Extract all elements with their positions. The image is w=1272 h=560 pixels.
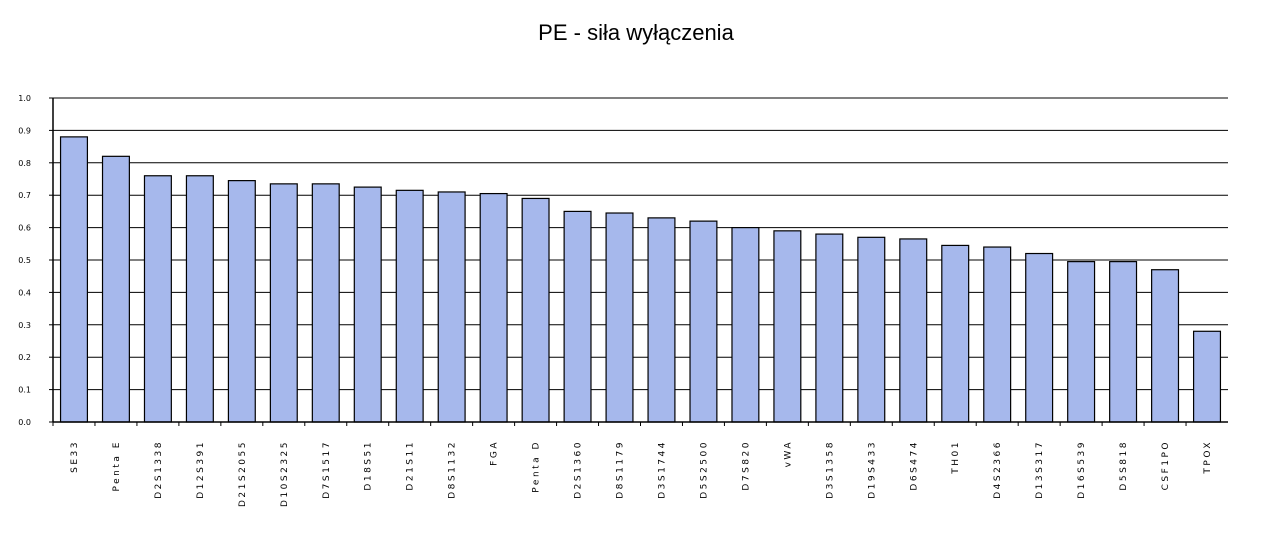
x-category-label: Penta E: [112, 440, 122, 491]
bar: [59, 136, 89, 423]
x-category-label: D8S1132: [448, 440, 458, 499]
bar: [479, 192, 508, 423]
x-category-label: D16S539: [1077, 440, 1087, 499]
y-tick-label: 0.8: [18, 159, 31, 168]
bar: [605, 212, 634, 423]
bar: [311, 183, 340, 423]
bar: [395, 189, 424, 423]
bar: [647, 217, 676, 423]
y-tick-label: 0.3: [18, 321, 31, 330]
y-tick-label: 1.0: [18, 94, 31, 103]
x-category-label: D18S51: [364, 440, 374, 491]
x-category-label: D10S2325: [280, 440, 290, 507]
bars: [59, 136, 1222, 423]
bar: [899, 238, 928, 423]
y-tick-label: 0.6: [18, 224, 31, 233]
x-category-label: D2S1360: [574, 440, 584, 499]
y-tick-label: 0.1: [18, 386, 31, 395]
bar: [353, 186, 382, 423]
x-category-label: D7S820: [741, 440, 751, 491]
axes: [49, 97, 1228, 426]
y-tick-label: 0.9: [18, 126, 31, 135]
y-tick-labels: 0.0 0.1 0.2 0.3 0.4 0.5 0.6 0.7 0.8 0.9 1.0: [18, 94, 31, 427]
y-tick-label: 0.7: [18, 191, 31, 200]
bar: [563, 210, 592, 423]
x-category-label: FGA: [490, 440, 500, 466]
x-category-label: D4S2366: [993, 440, 1003, 499]
x-category-label: CSF1PO: [1161, 440, 1171, 490]
bar: [1192, 330, 1222, 423]
bar: [773, 230, 802, 423]
y-tick-label: 0.4: [18, 288, 31, 297]
x-category-label: D8S1179: [616, 440, 626, 499]
bar: [1151, 269, 1180, 423]
bar: [269, 183, 298, 423]
x-category-label: D21S11: [406, 440, 416, 491]
y-tick-label: 0.5: [18, 256, 31, 265]
bar: [1067, 261, 1096, 423]
y-tick-label: 0.2: [18, 353, 31, 362]
bar: [227, 180, 256, 423]
bar: [521, 197, 550, 423]
x-category-label: D5S818: [1119, 440, 1129, 491]
x-category-labels: SE33 Penta E D2S1338 D12S391 D21S2055 D10S232…: [70, 440, 1213, 507]
x-category-label: D7S1517: [322, 440, 332, 499]
x-category-label: D3S1744: [657, 440, 667, 499]
x-category-label: D6S474: [909, 440, 919, 491]
x-category-label: TH01: [951, 440, 961, 475]
x-category-label: TPOX: [1203, 440, 1213, 475]
chart-title: PE - siła wyłączenia: [538, 20, 734, 45]
bar: [437, 191, 466, 423]
x-category-label: D3S1358: [825, 440, 835, 499]
x-category-label: D2S1338: [154, 440, 164, 499]
bar: [983, 246, 1012, 423]
bar: [941, 244, 970, 423]
x-category-label: D13S317: [1035, 440, 1045, 499]
bar: [731, 227, 760, 423]
bar: [857, 236, 886, 423]
bar: [1109, 261, 1138, 423]
x-category-label: D12S391: [196, 440, 206, 499]
x-category-label: D19S433: [867, 440, 877, 499]
bar: [689, 220, 718, 423]
bar: [185, 175, 214, 423]
x-category-label: D5S2500: [699, 440, 709, 499]
x-category-label: Penta D: [532, 440, 542, 493]
x-category-label: vWA: [783, 440, 793, 467]
bar: [101, 155, 130, 423]
bar: [815, 233, 844, 423]
x-category-label: SE33: [70, 440, 80, 473]
bar: [143, 175, 172, 423]
x-category-label: D21S2055: [238, 440, 248, 507]
y-tick-label: 0.0: [18, 418, 31, 427]
bar: [1025, 252, 1054, 423]
